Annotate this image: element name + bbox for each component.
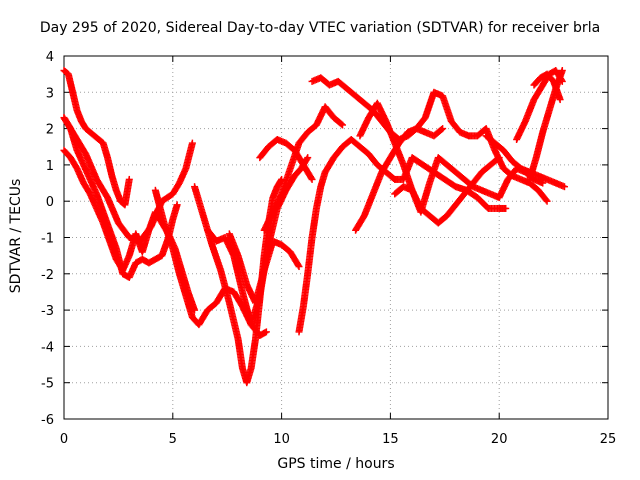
x-tick-label: 0 — [60, 432, 68, 447]
y-tick-label: -4 — [41, 340, 54, 355]
x-tick-label: 20 — [491, 432, 508, 447]
x-tick-label: 15 — [382, 432, 399, 447]
y-tick-label: 3 — [46, 86, 54, 101]
y-tick-label: -5 — [41, 377, 54, 392]
data-points — [60, 67, 568, 387]
y-tick-label: -3 — [41, 304, 54, 319]
chart-title: Day 295 of 2020, Sidereal Day-to-day VTE… — [39, 20, 601, 36]
y-tick-label: 0 — [46, 195, 54, 210]
x-axis-label: GPS time / hours — [277, 456, 395, 472]
y-tick-label: 4 — [46, 50, 54, 65]
data-point — [173, 201, 181, 209]
y-axis-label: SDTVAR / TECUs — [8, 178, 24, 294]
data-point — [125, 175, 133, 183]
y-tick-label: -1 — [41, 232, 54, 247]
x-tick-label: 25 — [600, 432, 617, 447]
x-tick-label: 10 — [273, 432, 290, 447]
y-tick-label: 1 — [46, 159, 54, 174]
y-tick-label: 2 — [46, 123, 54, 138]
axes: 0 5 10 15 20 25 -6 -5 -4 -3 -2 -1 0 1 2 3 4 — [41, 50, 616, 447]
x-tick-label: 5 — [169, 432, 177, 447]
data-point — [262, 328, 270, 336]
y-tick-label: -6 — [41, 413, 54, 428]
y-tick-label: -2 — [41, 268, 54, 283]
grid — [64, 56, 608, 419]
data-point — [188, 139, 196, 147]
